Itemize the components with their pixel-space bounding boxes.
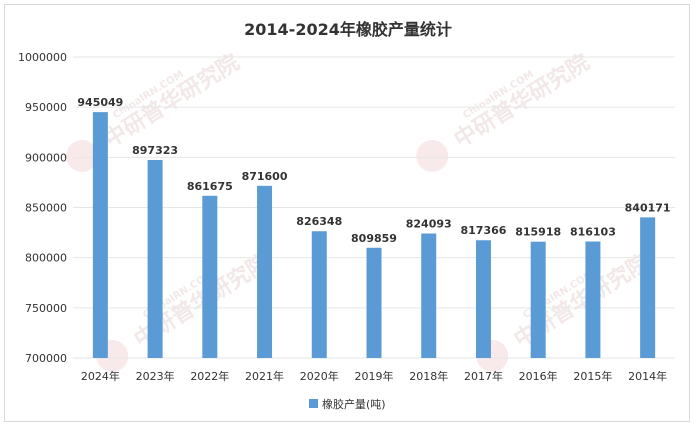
data-labels: 945049 897323 861675 871600 826348 809859 8240…: [77, 96, 670, 245]
watermark-bottom-left: 中研普华研究院 ChinaIRN.COM: [96, 249, 274, 372]
bar: [92, 112, 108, 358]
bar: [366, 247, 382, 358]
bar: [257, 185, 273, 358]
y-tick-label: 750000: [25, 302, 67, 315]
svg-text:中研普华研究院: 中研普华研究院: [450, 49, 594, 153]
legend-swatch: [309, 399, 318, 408]
chart-title: 2014-2024年橡胶产量统计: [244, 20, 452, 39]
x-tick-label: 2018年: [409, 369, 448, 383]
x-tick-label: 2017年: [464, 369, 503, 383]
bars: [92, 112, 656, 358]
legend: 橡胶产量(吨): [309, 397, 386, 411]
x-tick-label: 2014年: [628, 369, 667, 383]
x-tick-label: 2024年: [81, 369, 120, 383]
y-tick-label: 850000: [25, 202, 67, 215]
y-tick-label: 800000: [25, 252, 67, 265]
legend-label: 橡胶产量(吨): [322, 397, 386, 411]
data-label: 824093: [406, 217, 452, 230]
x-tick-label: 2021年: [245, 369, 284, 383]
data-label: 809859: [351, 232, 397, 245]
data-label: 945049: [77, 96, 123, 109]
data-label: 840171: [625, 201, 671, 214]
y-tick-label: 950000: [25, 101, 67, 114]
y-tick-label: 1000000: [18, 51, 67, 64]
data-label: 897323: [132, 144, 178, 157]
x-tick-label: 2022年: [190, 369, 229, 383]
data-label: 826348: [296, 215, 342, 228]
bar: [311, 231, 327, 358]
data-label: 871600: [242, 170, 288, 183]
data-label: 816103: [570, 226, 616, 239]
bar: [530, 241, 546, 358]
bar: [421, 233, 437, 358]
x-tick-label: 2020年: [300, 369, 339, 383]
y-tick-label: 900000: [25, 151, 67, 164]
data-label: 817366: [460, 224, 506, 237]
bar: [147, 160, 163, 358]
x-tick-label: 2019年: [355, 369, 394, 383]
x-axis-ticks: 2024年 2023年 2022年 2021年 2020年 2019年 2018年 2017年…: [81, 369, 667, 383]
x-tick-label: 2023年: [136, 369, 175, 383]
x-tick-label: 2016年: [519, 369, 558, 383]
y-tick-label: 700000: [25, 352, 67, 365]
bar-chart: 中研普华研究院 ChinaIRN.COM 中研普华研究院 ChinaIRN.CO…: [18, 20, 675, 411]
bar: [585, 241, 601, 358]
y-axis-ticks: 700000 750000 800000 850000 900000 950000 1000…: [18, 51, 67, 365]
chart-frame: 中研普华研究院 ChinaIRN.COM 中研普华研究院 ChinaIRN.CO…: [4, 4, 690, 422]
watermark-bottom-right: 中研普华研究院 ChinaIRN.COM: [476, 249, 654, 372]
x-tick-label: 2015年: [573, 369, 612, 383]
data-label: 815918: [515, 226, 561, 239]
data-label: 861675: [187, 180, 233, 193]
bar: [640, 217, 656, 358]
bar: [202, 195, 218, 358]
bar: [475, 240, 491, 358]
